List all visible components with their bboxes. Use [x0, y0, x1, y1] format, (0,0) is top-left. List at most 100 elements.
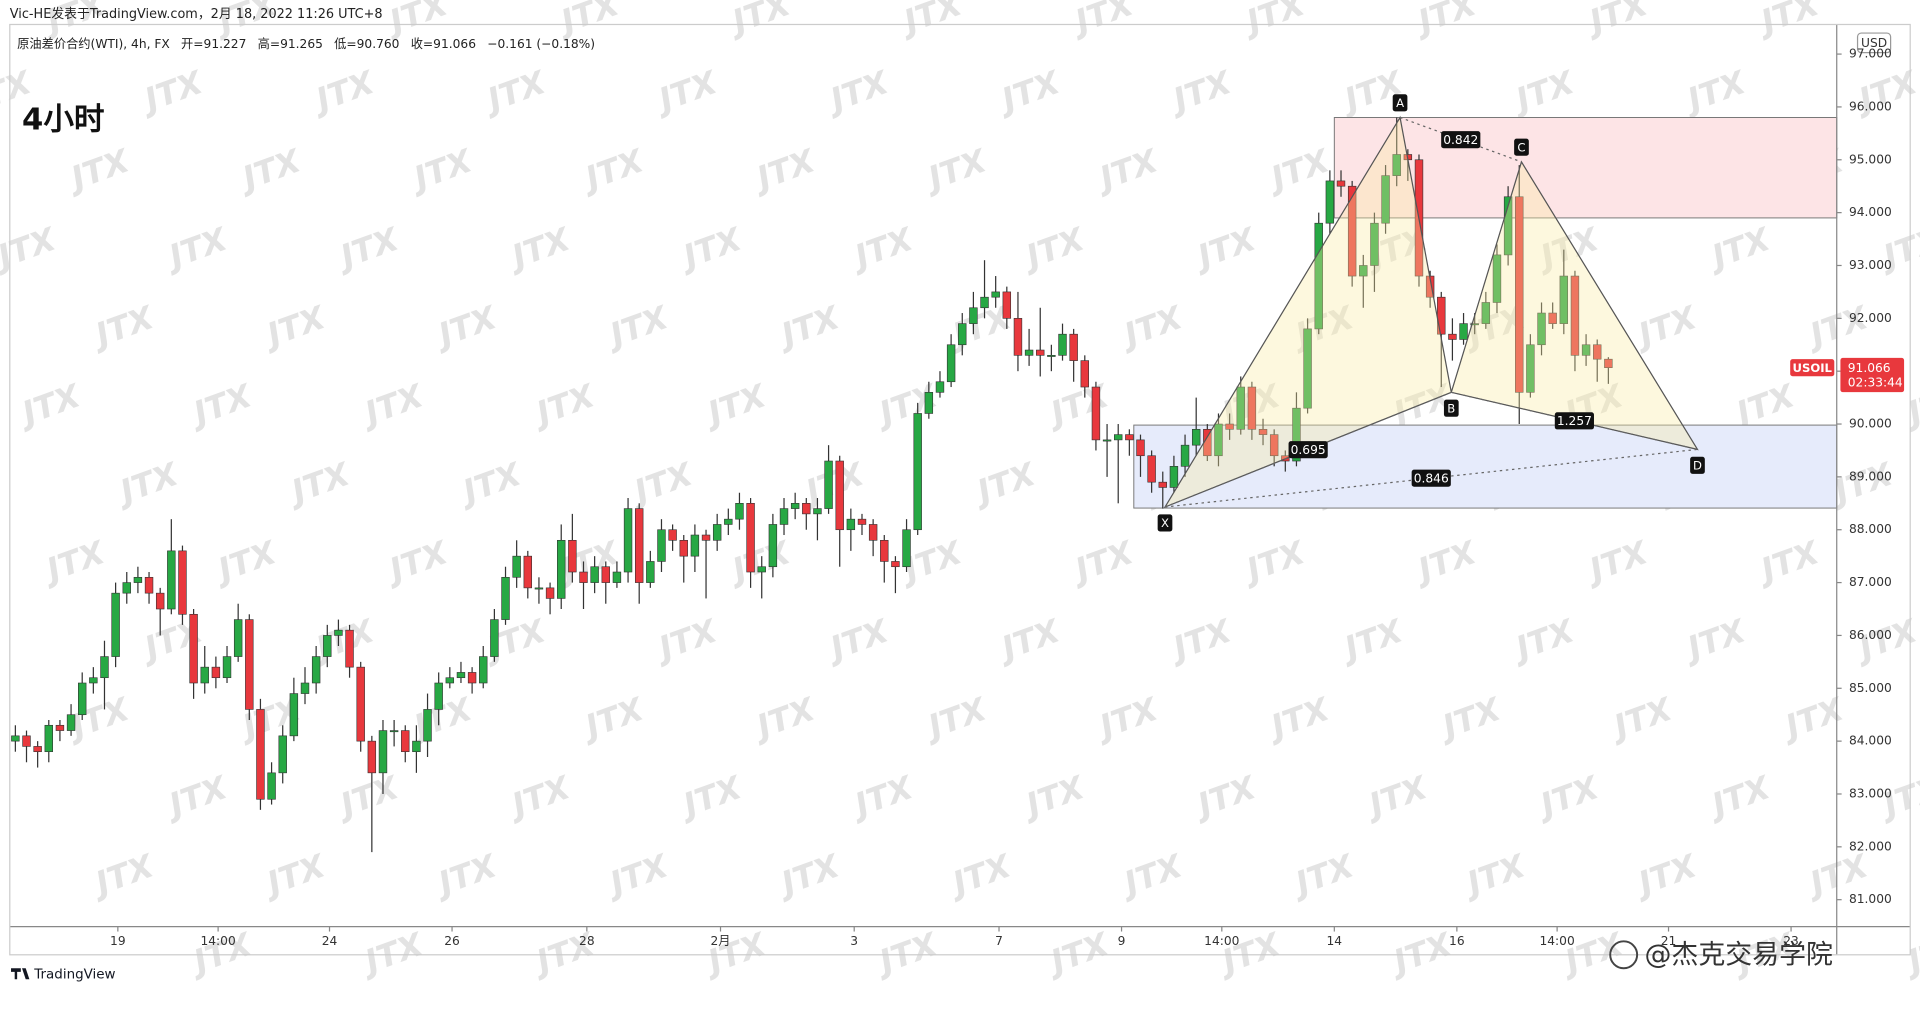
credit-icon: [1609, 940, 1639, 970]
candle-body: [902, 529, 911, 568]
candle-body: [1191, 429, 1201, 446]
candle-body: [579, 571, 588, 583]
candle-body: [1336, 180, 1346, 187]
candle-body: [501, 576, 510, 620]
candle-body: [1481, 302, 1491, 324]
pattern-point-label: D: [1693, 458, 1702, 472]
ratio-label: 0.695: [1291, 443, 1326, 457]
plot-area: 0.842 0.695 1.257 0.846 X A B C D: [11, 94, 1838, 853]
candle-body: [1058, 333, 1067, 356]
pattern-point: [1443, 399, 1459, 417]
candle-body: [1459, 323, 1468, 340]
candle-body: [935, 381, 945, 393]
candle-body: [969, 307, 978, 324]
candle-body: [802, 503, 811, 515]
candle-body: [980, 296, 989, 309]
candle-body: [768, 524, 778, 568]
candle-body: [1114, 434, 1123, 441]
candle-body: [44, 724, 53, 753]
candle-body: [245, 619, 254, 710]
candle-body: [100, 656, 109, 679]
candle-body: [846, 518, 856, 531]
candle-body: [1214, 423, 1223, 457]
candle-body: [445, 677, 455, 684]
y-tick-label: 92.000: [1849, 311, 1892, 325]
candle-body: [523, 555, 533, 589]
currency-box[interactable]: [1856, 32, 1892, 54]
pattern-point-label: A: [1396, 96, 1404, 110]
candle-body: [1370, 222, 1379, 266]
candle-body: [634, 508, 644, 583]
timeframe-title: 4小时: [22, 103, 104, 138]
candle-body: [1492, 254, 1502, 303]
ticker-box: [1790, 359, 1835, 377]
last-price: 91.066: [1848, 361, 1891, 375]
candle-body: [1002, 291, 1012, 319]
candle-body: [1392, 154, 1401, 176]
credit-text: @杰克交易学院: [1644, 940, 1833, 971]
candle-body: [1292, 407, 1301, 462]
x-tick-label: 26: [444, 934, 460, 948]
candle-body: [868, 524, 878, 541]
candle-body: [958, 323, 967, 346]
candle-body: [757, 566, 766, 573]
x-tick-label: 23: [1783, 934, 1799, 948]
x-tick-label: 14: [1327, 934, 1343, 948]
ticker-label: USOIL: [1793, 361, 1833, 375]
candle-body: [367, 740, 377, 774]
candle-body: [668, 529, 677, 541]
candle-body: [133, 576, 143, 583]
candle-body: [512, 555, 521, 578]
candle-body: [1024, 349, 1034, 356]
candle-body: [1515, 196, 1524, 393]
x-tick-label: 14:00: [1204, 934, 1239, 948]
candle-body: [1136, 439, 1145, 457]
ratio-label: 1.257: [1557, 414, 1592, 428]
candle-body: [534, 587, 544, 590]
ratio-label: 0.842: [1443, 133, 1478, 147]
candle-body: [1548, 312, 1557, 324]
candle-body: [345, 629, 354, 668]
candle-body: [545, 587, 555, 599]
candle-body: [1503, 196, 1513, 256]
candle-body: [913, 413, 922, 531]
candle-body: [601, 566, 610, 583]
candle-body: [200, 666, 209, 684]
candle-body: [267, 772, 276, 800]
currency[interactable]: USD: [1861, 36, 1887, 50]
y-tick-label: 83.000: [1849, 786, 1892, 800]
candle-body: [211, 666, 221, 679]
candle-body: [835, 460, 844, 531]
y-tick-label: 86.000: [1849, 628, 1892, 642]
candle-body: [122, 582, 131, 594]
candle-body: [813, 508, 822, 515]
candle-body: [891, 561, 900, 568]
y-tick-label: 97.000: [1849, 47, 1892, 61]
candle-body: [189, 613, 198, 684]
legend-change: −0.161 (−0.18%): [487, 37, 595, 51]
candle-body: [22, 735, 31, 747]
candle-body: [690, 534, 700, 557]
candle-body: [412, 740, 421, 753]
candle-body: [735, 503, 744, 520]
y-tick-label: 82.000: [1849, 839, 1892, 853]
y-tick-label: 85.000: [1849, 681, 1892, 695]
x-tick-label: 21: [1661, 934, 1677, 948]
candle-body: [712, 524, 722, 541]
candle-body: [55, 724, 65, 731]
candle-body: [991, 291, 1000, 298]
x-tick-label: 2月: [711, 934, 731, 948]
candle-body: [423, 709, 432, 742]
candle-body: [278, 735, 287, 774]
candle-body: [167, 550, 176, 610]
candle-body: [1125, 434, 1134, 441]
candle-body: [1593, 344, 1602, 360]
candle-body: [401, 730, 410, 753]
candle-body: [1269, 434, 1279, 457]
candle-body: [89, 677, 98, 684]
candle-body: [1581, 344, 1591, 356]
logo-text: TradingView: [33, 967, 115, 982]
y-tick-label: 84.000: [1849, 734, 1892, 748]
candle-body: [1448, 333, 1457, 340]
